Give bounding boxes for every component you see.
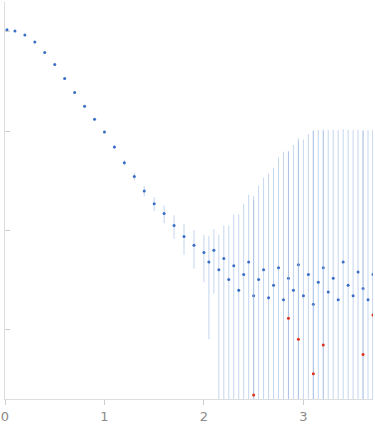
svg-text:0: 0	[1, 409, 9, 424]
svg-text:2: 2	[200, 409, 208, 424]
svg-text:1: 1	[100, 409, 108, 424]
svg-text:3: 3	[299, 409, 307, 424]
